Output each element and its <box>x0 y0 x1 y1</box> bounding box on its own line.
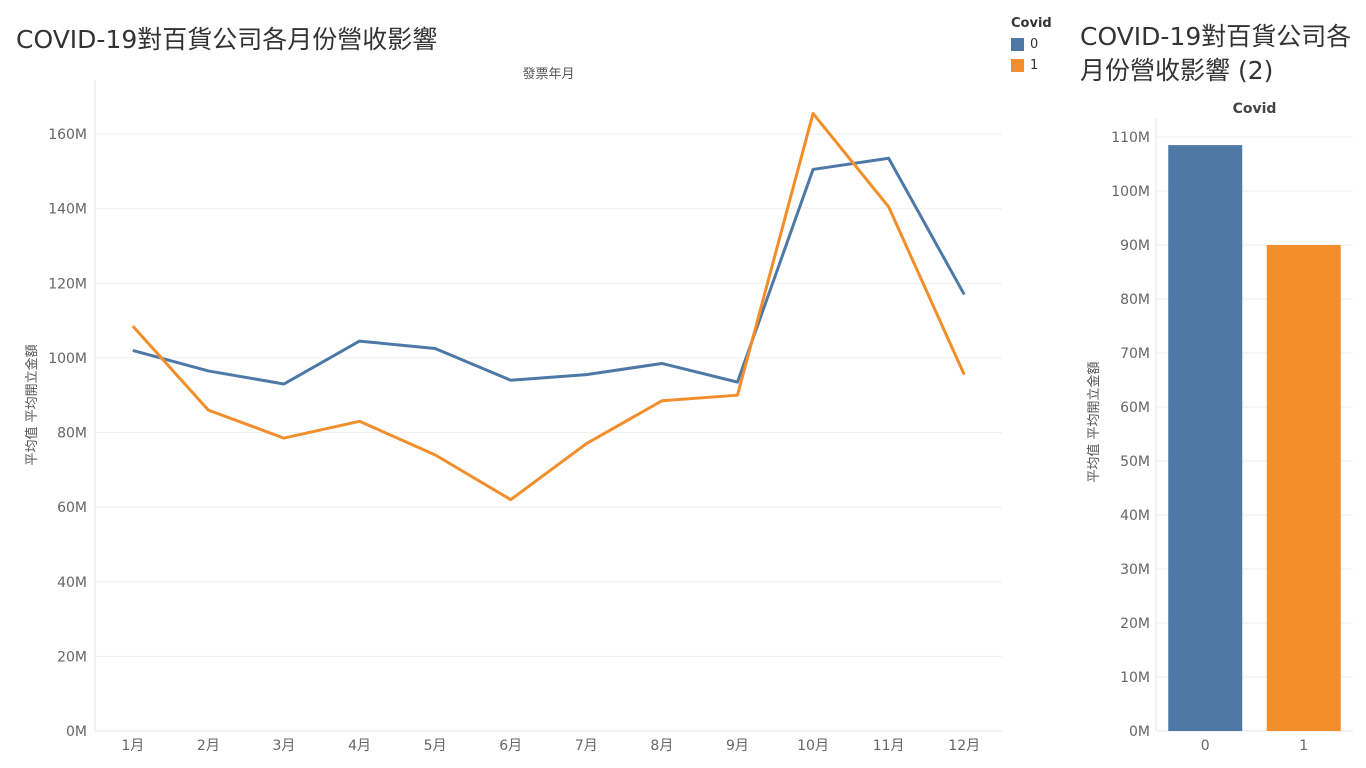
y-tick-label: 60M <box>57 500 87 516</box>
legend-title: Covid <box>1011 16 1052 31</box>
y-tick-label: 70M <box>1120 346 1150 362</box>
x-tick-label: 7月 <box>575 738 598 754</box>
x-tick-label: 6月 <box>499 738 522 754</box>
y-tick-label: 160M <box>48 127 87 143</box>
y-axis-title: 平均值 平均開立金額 <box>1086 361 1102 482</box>
y-axis-title: 平均值 平均開立金額 <box>24 344 40 465</box>
y-tick-label: 10M <box>1120 670 1150 686</box>
series-line-1 <box>131 111 966 502</box>
bar-1 <box>1266 245 1341 731</box>
y-tick-label: 40M <box>57 575 87 591</box>
y-tick-label: 100M <box>1111 184 1150 200</box>
y-tick-label: 40M <box>1120 508 1150 524</box>
x-tick-label: 0 <box>1201 738 1210 754</box>
bar-0 <box>1168 145 1243 732</box>
x-axis-title: 發票年月 <box>522 67 574 82</box>
x-tick-label: 5月 <box>424 738 447 754</box>
legend-label-0: 0 <box>1030 37 1039 52</box>
x-tick-label: 4月 <box>348 738 371 754</box>
x-tick-label: 1 <box>1299 738 1308 754</box>
x-tick-label: 12月 <box>948 738 980 754</box>
y-tick-label: 80M <box>1120 292 1150 308</box>
y-tick-label: 60M <box>1120 400 1150 416</box>
y-tick-label: 90M <box>1120 238 1150 254</box>
legend-swatch-1 <box>1011 59 1024 72</box>
y-tick-label: 100M <box>48 351 87 367</box>
y-tick-label: 30M <box>1120 562 1150 578</box>
x-tick-label: 3月 <box>272 738 295 754</box>
x-tick-label: 2月 <box>197 738 220 754</box>
x-tick-label: 9月 <box>726 738 749 754</box>
x-tick-label: 8月 <box>650 738 673 754</box>
y-tick-label: 0M <box>66 724 87 740</box>
y-tick-label: 20M <box>1120 616 1150 632</box>
y-tick-label: 0M <box>1129 724 1150 740</box>
legend-item-0[interactable]: 0 <box>1011 34 1052 55</box>
legend: Covid 0 1 <box>1011 16 1052 76</box>
x-tick-label: 11月 <box>873 738 905 754</box>
line-chart: 0M 20M 40M 60M 80M 100M 120M 140M 160M 1月 2月 3月 4月 5月… <box>24 67 1002 754</box>
legend-swatch-0 <box>1011 38 1024 51</box>
x-axis-title: Covid <box>1233 101 1277 117</box>
y-tick-label: 50M <box>1120 454 1150 470</box>
bar-chart-title: COVID-19對百貨公司各月份營收影響 (2) <box>1080 22 1352 85</box>
x-tick-label: 1月 <box>121 738 144 754</box>
y-tick-label: 110M <box>1111 130 1150 146</box>
y-tick-label: 20M <box>57 649 87 665</box>
line-chart-title: COVID-19對百貨公司各月份營收影響 <box>16 25 438 54</box>
y-tick-label: 120M <box>48 276 87 292</box>
bar-chart: 0M 10M 20M 30M 40M 50M 60M 70M 80M 90M 100M 110M 0 1 C… <box>1086 101 1353 754</box>
x-tick-label: 10月 <box>797 738 829 754</box>
y-tick-label: 80M <box>57 426 87 442</box>
legend-item-1[interactable]: 1 <box>1011 55 1052 76</box>
legend-label-1: 1 <box>1030 58 1039 73</box>
series-line-0 <box>132 156 966 386</box>
y-tick-label: 140M <box>48 202 87 218</box>
